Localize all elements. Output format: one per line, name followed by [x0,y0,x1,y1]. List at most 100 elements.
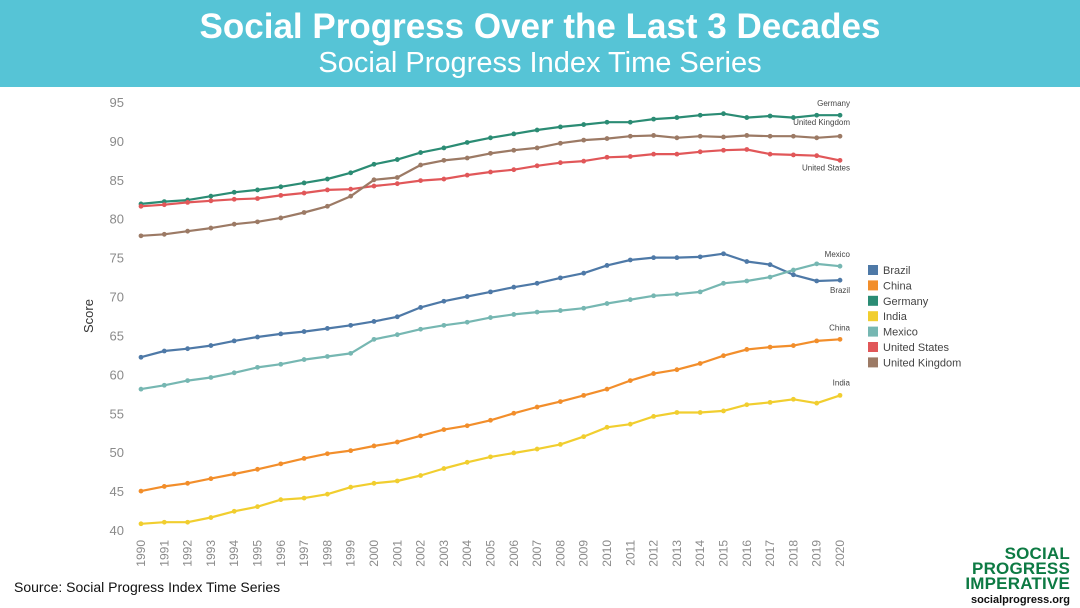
data-point [604,154,610,160]
data-point [791,152,796,158]
data-point [185,199,191,205]
data-point [791,115,796,120]
data-point [418,433,423,439]
data-point [627,133,633,139]
data-point [348,322,354,328]
x-tick-label: 1997 [297,540,311,567]
data-point [674,135,680,141]
data-point [791,272,796,278]
logo-line-1: SOCIAL [1004,544,1070,563]
data-point [651,293,656,299]
legend-label: Brazil [883,265,911,277]
data-point [674,151,680,157]
series-mexico [138,261,843,392]
data-point [464,294,470,299]
data-point [814,338,820,344]
data-point [301,456,307,461]
data-point [231,189,237,195]
data-point [721,251,726,257]
data-point [138,488,144,494]
data-point [394,314,400,320]
data-point [231,471,237,477]
data-point [418,162,423,168]
x-tick-label: 1999 [344,540,358,567]
data-point [651,371,656,376]
series-united-states [138,147,843,209]
data-point [185,519,191,525]
x-tick-label: 2019 [810,540,824,567]
data-point [348,170,354,176]
data-point [301,495,307,501]
data-point [161,519,167,525]
legend-swatch [868,326,878,337]
data-point [255,504,260,510]
series-line-china [140,338,841,493]
data-point [581,434,587,440]
data-point [441,298,447,304]
data-point [488,417,493,423]
data-point [721,280,726,286]
data-point [348,448,354,454]
x-tick-label: 1992 [181,540,195,567]
legend-label: Germany [883,296,929,308]
data-point [511,147,517,153]
data-point [558,399,563,404]
data-point [138,354,144,360]
x-tick-label: 2002 [414,540,428,567]
series-brazil [138,251,843,360]
data-point [581,158,587,164]
y-tick-label: 40 [110,523,124,538]
data-point [231,196,237,202]
data-point [534,404,540,410]
data-point [255,466,260,472]
data-point [721,111,726,117]
x-tick-label: 2007 [530,540,544,567]
data-point [697,149,703,155]
data-point [511,450,517,456]
data-point [208,193,214,199]
x-tick-label: 2001 [390,540,404,567]
data-point [325,354,330,359]
legend-item: China [868,280,913,292]
y-axis: 40 45 50 55 60 65 70 75 80 85 90 95 Score [81,95,124,538]
data-point [581,122,587,127]
data-point [161,382,167,388]
data-point [534,145,540,151]
y-tick-label: 65 [110,328,124,343]
x-tick-label: 1994 [227,540,241,567]
data-point [837,263,843,269]
data-point [604,136,610,141]
legend-swatch [868,295,878,306]
data-point [255,187,260,193]
data-point [651,133,656,138]
data-point [394,175,400,180]
data-point [301,329,307,334]
page-title: Social Progress Over the Last 3 Decades [199,7,881,46]
data-point [581,270,587,276]
series-china [138,336,843,494]
data-point [791,133,796,139]
end-label: Brazil [830,286,850,295]
data-point [371,183,377,189]
data-point [278,215,284,221]
data-point [651,255,656,261]
data-point [627,297,633,303]
data-point [744,278,750,284]
data-point [185,346,191,352]
data-point [534,280,540,286]
social-progress-imperative-logo[interactable]: SOCIAL PROGRESS IMPERATIVE socialprogres… [965,544,1070,607]
end-label: China [829,323,850,332]
data-point [721,353,726,359]
data-point [558,140,563,146]
x-tick-label: 2005 [484,540,498,567]
data-point [418,305,423,310]
data-point [674,367,680,373]
x-tick-label: 2017 [763,540,777,567]
data-point [394,439,400,445]
data-point [697,133,703,139]
data-point [721,408,726,414]
data-point [558,442,563,447]
logo-url[interactable]: socialprogress.org [970,594,1070,606]
data-point [394,332,400,338]
